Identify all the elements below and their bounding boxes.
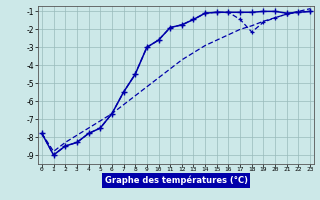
X-axis label: Graphe des températures (°C): Graphe des températures (°C) bbox=[105, 175, 247, 185]
